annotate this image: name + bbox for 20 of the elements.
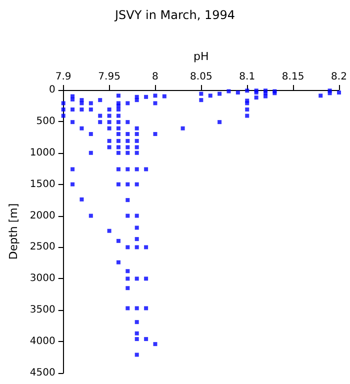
y-tick-label: 4000 (30, 336, 56, 348)
y-tick-label: 0 (48, 84, 56, 96)
x-tick-label: 7.95 (98, 72, 120, 82)
chart-title: JSVY in March, 1994 (114, 8, 236, 22)
x-tick-label: 8.1 (239, 72, 256, 82)
y-tick-label: 1000 (30, 147, 56, 158)
y-tick-label: 2000 (30, 210, 56, 222)
x-tick-label: 8.2 (331, 72, 347, 82)
y-tick-label: 3000 (30, 273, 56, 284)
x-tick-label: 8 (152, 72, 158, 82)
y-axis-title: Depth [m] (7, 203, 20, 260)
y-tick-label: 1500 (30, 178, 56, 190)
x-tick-label: 7.9 (55, 72, 72, 82)
x-axis-title: pH (194, 50, 209, 63)
y-tick-label: 500 (36, 116, 56, 127)
y-tick-label: 3500 (30, 304, 56, 316)
x-tick-label: 8.05 (190, 72, 212, 82)
y-tick-label: 4500 (30, 368, 56, 378)
y-tick-label: 2500 (30, 242, 56, 253)
x-tick-label: 8.15 (282, 72, 304, 82)
